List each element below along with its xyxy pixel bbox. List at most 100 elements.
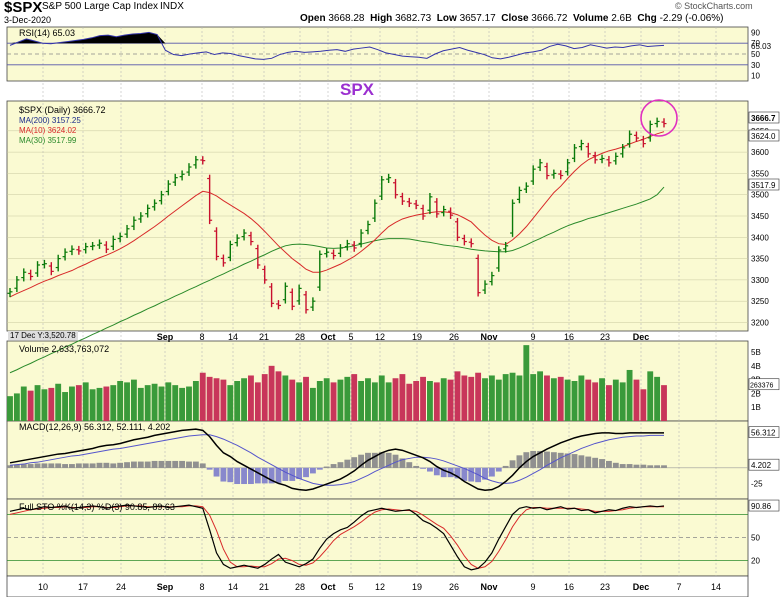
macd-histogram-bar bbox=[172, 460, 179, 468]
price-y-tick: 3200 bbox=[751, 318, 769, 327]
macd-histogram-bar bbox=[550, 452, 557, 468]
macd-histogram-bar bbox=[619, 464, 626, 468]
macd-histogram-bar bbox=[427, 467, 433, 472]
price-y-tick: 3450 bbox=[751, 212, 769, 221]
volume-bar bbox=[406, 383, 413, 421]
volume-bar bbox=[282, 375, 289, 421]
volume-bar bbox=[420, 376, 426, 421]
volume-bar bbox=[599, 378, 605, 421]
macd-histogram-bar bbox=[151, 460, 158, 468]
volume-bar bbox=[117, 381, 124, 421]
x-tick-label: 7 bbox=[676, 582, 681, 592]
volume-bar bbox=[351, 374, 358, 421]
macd-histogram-bar bbox=[626, 464, 633, 468]
macd-histogram-bar bbox=[564, 453, 571, 468]
volume-bar bbox=[619, 382, 626, 421]
x-tick-label: Oct bbox=[320, 582, 335, 592]
volume-bar bbox=[165, 382, 172, 421]
volume-bar bbox=[640, 389, 647, 421]
volume-bar bbox=[371, 382, 378, 421]
macd-histogram-bar bbox=[640, 464, 647, 468]
price-label-box bbox=[748, 178, 780, 191]
macd-histogram-bar bbox=[385, 452, 392, 468]
volume-bar bbox=[289, 379, 296, 421]
macd-histogram-bar bbox=[344, 459, 351, 468]
macd-histogram-bar bbox=[488, 467, 495, 477]
volume-bar bbox=[137, 387, 144, 421]
volume-bar bbox=[516, 375, 523, 421]
price-label: 3624.0 bbox=[751, 132, 776, 141]
macd-y-tick: 56.312 bbox=[751, 429, 776, 438]
ma30-legend: MA(30) 3517.99 bbox=[19, 136, 77, 145]
x-tick-label: 28 bbox=[295, 582, 305, 592]
volume-bar bbox=[647, 371, 654, 421]
volume-label-box bbox=[748, 378, 780, 391]
volume-bar bbox=[192, 381, 199, 421]
volume-bar bbox=[654, 376, 661, 421]
volume-bar bbox=[34, 385, 41, 421]
volume-bar bbox=[358, 381, 365, 421]
x-tick-label: 12 bbox=[375, 582, 385, 592]
price-y-tick: 3400 bbox=[751, 233, 769, 242]
volume-bar bbox=[440, 378, 447, 421]
macd-histogram-bar bbox=[330, 464, 337, 468]
ohlc-readout: Open 3668.28 High 3682.73 Low 3657.17 Cl… bbox=[300, 13, 723, 24]
volume-bar bbox=[378, 375, 385, 421]
volume-bar bbox=[82, 382, 89, 421]
macd-histogram-bar bbox=[502, 465, 509, 468]
volume-bar bbox=[413, 381, 420, 421]
volume-bar bbox=[509, 372, 516, 421]
volume-bar bbox=[275, 371, 282, 421]
volume-bar bbox=[96, 387, 103, 421]
rsi-y-tick: 50 bbox=[751, 50, 760, 59]
volume-bar bbox=[523, 345, 530, 421]
macd-histogram-bar bbox=[227, 467, 234, 483]
volume-bar bbox=[592, 382, 599, 421]
x-tick-label-upper: Nov bbox=[480, 332, 497, 342]
volume-bar bbox=[385, 382, 392, 421]
volume-bar bbox=[48, 387, 55, 421]
volume-bar bbox=[110, 385, 117, 421]
volume-value-label: 263376 bbox=[750, 383, 773, 390]
low-label: Low bbox=[436, 13, 457, 24]
x-tick-label: Nov bbox=[480, 582, 497, 592]
volume-bar bbox=[530, 374, 537, 421]
volume-bar bbox=[461, 375, 468, 421]
macd-histogram-bar bbox=[420, 467, 426, 469]
volume-bar bbox=[268, 365, 275, 421]
macd-histogram-bar bbox=[654, 465, 661, 468]
macd-histogram-bar bbox=[7, 465, 13, 468]
x-tick-label: 5 bbox=[348, 582, 353, 592]
macd-histogram-bar bbox=[241, 467, 247, 485]
ma200-legend: MA(200) 3157.25 bbox=[19, 116, 81, 125]
volume-bar bbox=[544, 375, 550, 421]
macd-histogram-bar bbox=[192, 461, 199, 468]
macd-histogram-bar bbox=[130, 461, 137, 468]
x-tick-label: 23 bbox=[600, 582, 610, 592]
macd-histogram-bar bbox=[254, 467, 261, 484]
macd-histogram-bar bbox=[20, 464, 27, 468]
volume-bar bbox=[172, 385, 179, 421]
macd-histogram-bar bbox=[661, 465, 667, 468]
macd-histogram-bar bbox=[578, 455, 585, 468]
volume-bar bbox=[89, 389, 96, 421]
volume-bar bbox=[303, 376, 309, 421]
macd-histogram-bar bbox=[89, 463, 96, 468]
x-tick-label-upper: 21 bbox=[259, 332, 269, 342]
volume-bar bbox=[323, 378, 330, 421]
x-tick-label-upper: 19 bbox=[412, 332, 422, 342]
volume-bar bbox=[399, 374, 406, 421]
ma30-line bbox=[9, 186, 665, 374]
rsi-y-tick: 70 bbox=[751, 39, 760, 48]
price-label-box bbox=[748, 111, 780, 124]
volume-bar bbox=[495, 379, 502, 421]
open-value: 3668.28 bbox=[328, 13, 365, 24]
macd-histogram-bar bbox=[516, 455, 523, 468]
macd-histogram-bar bbox=[275, 467, 282, 483]
volume-y-tick: 2B bbox=[751, 389, 761, 398]
volume-bar bbox=[144, 385, 151, 421]
macd-histogram-bar bbox=[213, 467, 220, 477]
volume-bar bbox=[612, 379, 619, 421]
price-y-tick: 3250 bbox=[751, 297, 769, 306]
open-label: Open bbox=[300, 13, 326, 24]
